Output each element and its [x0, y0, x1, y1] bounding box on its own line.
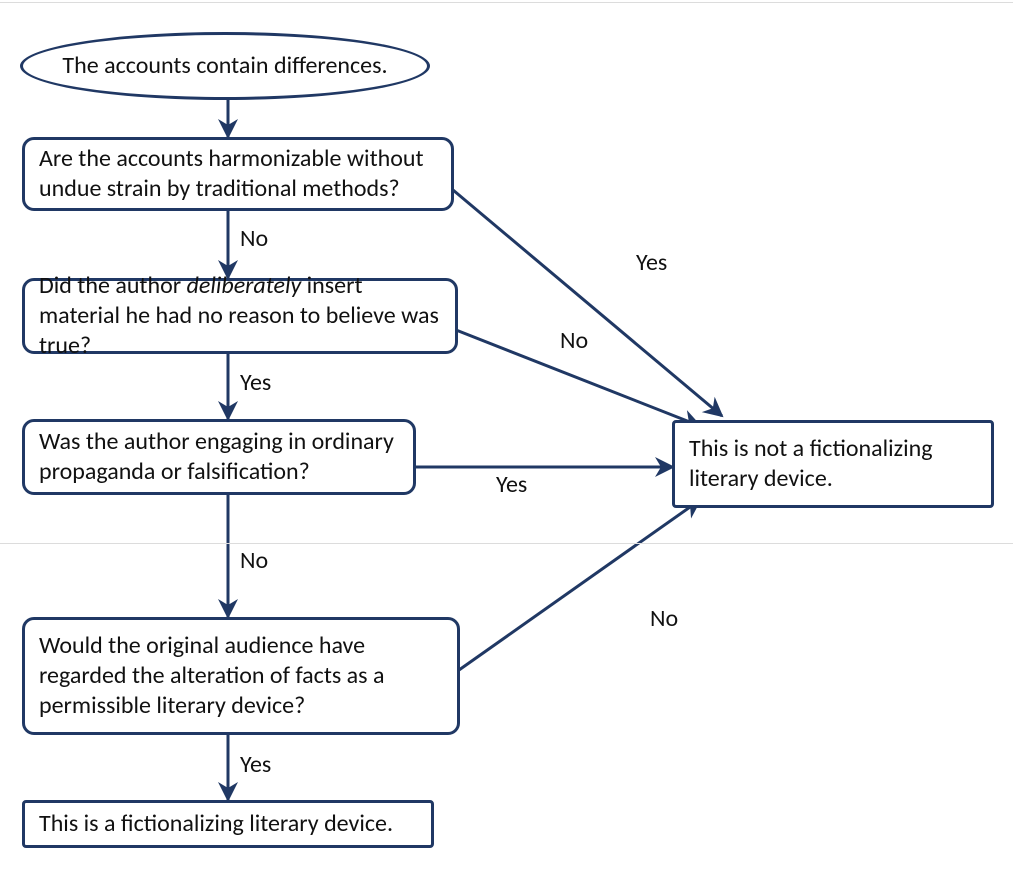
label-q3-yes: Yes: [496, 470, 527, 499]
flowchart-stage: The accounts contain differences. Are th…: [0, 0, 1013, 880]
edge-q4-to-not: [459, 500, 700, 670]
node-q3: Was the author engaging in ordinary prop…: [22, 419, 416, 495]
separator-mid: [0, 543, 1013, 544]
label-q1-no: No: [240, 224, 268, 253]
label-q2-yes: Yes: [240, 368, 271, 397]
node-q2-text: Did the author deliberately insert mater…: [39, 271, 441, 361]
node-result-yes: This is a fictionalizing literary device…: [22, 800, 434, 848]
node-q1: Are the accounts harmonizable without un…: [22, 137, 454, 211]
node-q1-text: Are the accounts harmonizable without un…: [39, 144, 437, 204]
label-q4-yes: Yes: [240, 750, 271, 779]
node-q3-text: Was the author engaging in ordinary prop…: [39, 427, 399, 487]
node-result-no: This is not a fictionalizing literary de…: [672, 420, 994, 508]
node-start: The accounts contain differences.: [20, 32, 430, 100]
label-q2-no: No: [560, 326, 588, 355]
node-q2: Did the author deliberately insert mater…: [22, 278, 458, 354]
node-q4: Would the original audience have regarde…: [22, 617, 460, 735]
node-q4-text: Would the original audience have regarde…: [39, 631, 443, 721]
node-result-yes-text: This is a fictionalizing literary device…: [39, 809, 393, 839]
node-start-text: The accounts contain differences.: [62, 51, 387, 81]
node-result-no-text: This is not a fictionalizing literary de…: [689, 434, 977, 494]
label-q1-yes: Yes: [636, 248, 667, 277]
edge-q1-to-not: [453, 190, 722, 416]
label-q4-no: No: [650, 604, 678, 633]
label-q3-no: No: [240, 546, 268, 575]
separator-top: [0, 2, 1013, 3]
